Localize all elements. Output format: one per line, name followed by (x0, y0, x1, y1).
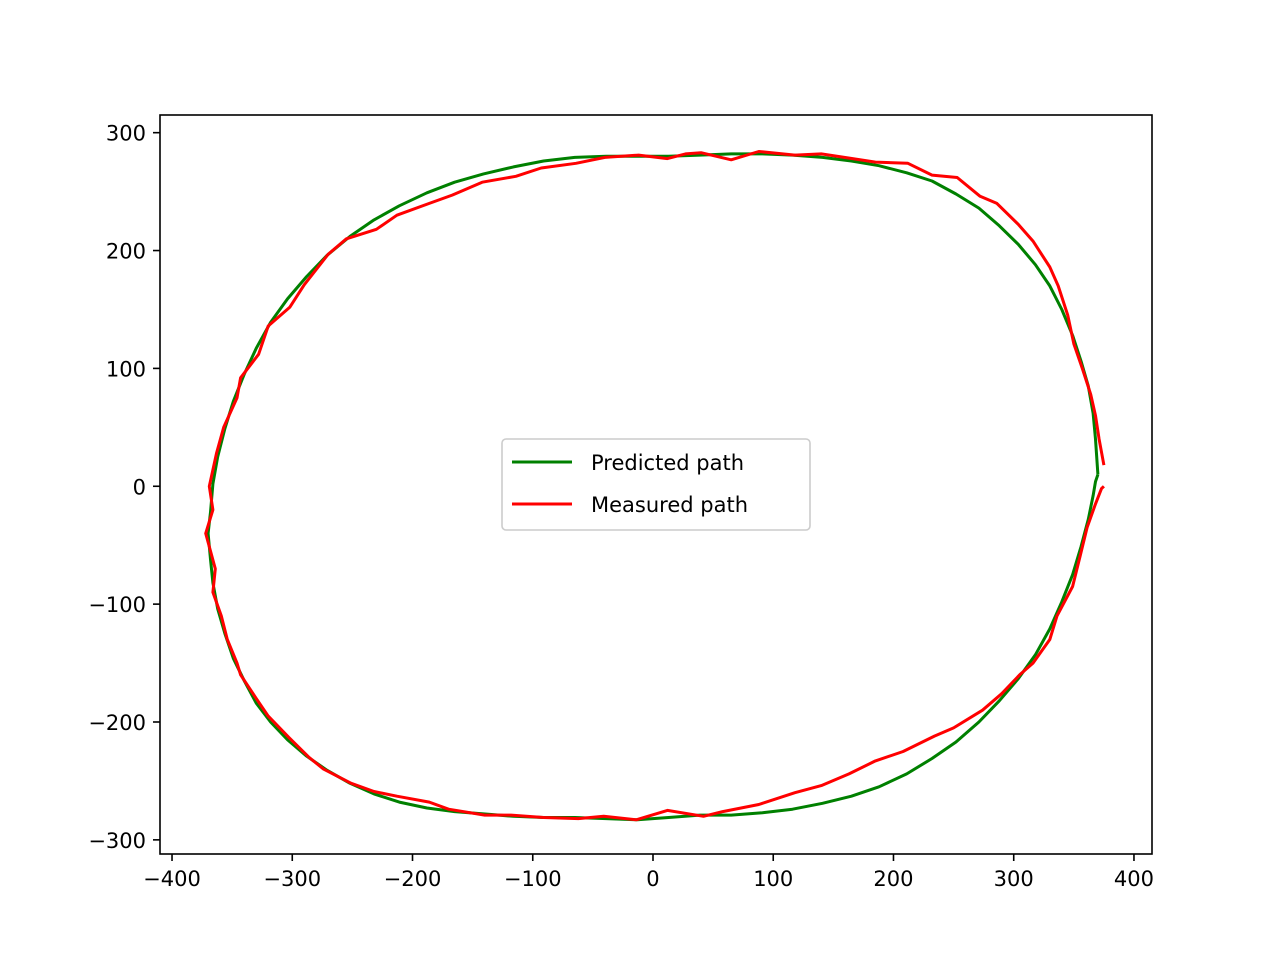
x-axis: −400 −300 −200 −100 0 100 200 300 400 (143, 854, 1154, 891)
y-tick-label: −300 (88, 829, 146, 853)
x-tick-label: 400 (1114, 867, 1154, 891)
y-tick-label: 100 (106, 357, 146, 381)
y-axis: −300 −200 −100 0 100 200 300 (88, 122, 160, 853)
plot-frame (159, 114, 1153, 855)
x-tick-label: −300 (263, 867, 321, 891)
series-line-measured-path (204, 150, 1106, 822)
series-layer (204, 150, 1106, 822)
legend-label: Predicted path (591, 451, 744, 475)
y-tick-label: −200 (88, 711, 146, 735)
x-tick-label: 100 (753, 867, 793, 891)
y-tick-label: 0 (133, 475, 146, 499)
x-tick-label: −400 (143, 867, 201, 891)
series-line-predicted-path (206, 152, 1100, 822)
legend: Predicted path Measured path (501, 438, 811, 531)
x-tick-label: −100 (504, 867, 562, 891)
x-tick-label: −200 (384, 867, 442, 891)
legend-label: Measured path (591, 493, 748, 517)
x-tick-label: 200 (873, 867, 913, 891)
legend-box (501, 438, 811, 531)
y-tick-label: −100 (88, 593, 146, 617)
y-tick-label: 200 (106, 240, 146, 264)
x-tick-label: 0 (646, 867, 659, 891)
x-tick-label: 300 (994, 867, 1034, 891)
y-tick-label: 300 (106, 122, 146, 146)
